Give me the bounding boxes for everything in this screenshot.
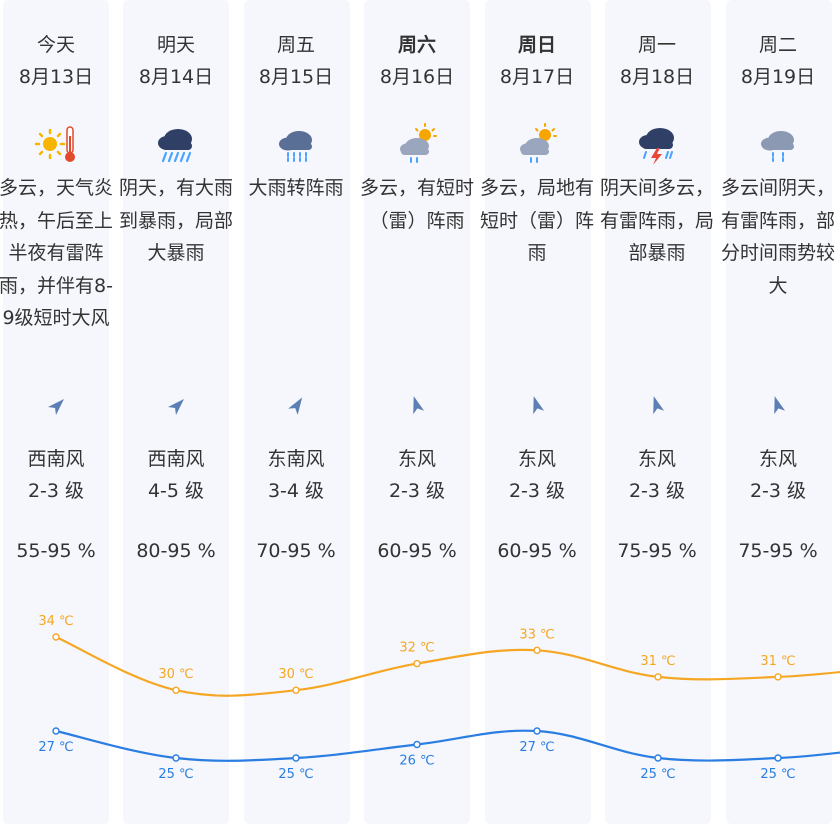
high-temp-label: 31 ℃ [640, 654, 675, 669]
humidity: 75-95 % [738, 540, 818, 562]
day-name: 明天 [156, 34, 195, 56]
day-forecast: 周日 8月17日 多云，局地有短时（雷）阵雨 东风 2-3 级 60-95 % [477, 0, 597, 600]
sunny-hot-icon [34, 122, 78, 166]
high-temp-point [292, 686, 300, 694]
wind-level: 2-3 级 [749, 480, 807, 502]
high-temp-point [533, 646, 541, 654]
low-temp-label: 26 ℃ [399, 754, 434, 769]
wind-direction-icon [526, 396, 548, 418]
humidity: 75-95 % [617, 540, 697, 562]
high-temp-label: 32 ℃ [399, 641, 434, 656]
low-temp-label: 25 ℃ [158, 767, 193, 782]
high-temp-point [52, 633, 60, 641]
low-temp-label: 25 ℃ [760, 767, 795, 782]
wind-direction-icon [285, 396, 307, 418]
wind-level: 2-3 级 [628, 480, 686, 502]
day-date: 8月15日 [258, 66, 334, 88]
temperature-chart: 34 ℃ 30 ℃ 30 ℃ 32 ℃ 33 ℃ 31 ℃ 31 ℃ 27 ℃ 25 ℃ 25 ℃… [38, 614, 840, 782]
cloudy-rain-icon [756, 122, 800, 166]
thunderstorm-icon [635, 122, 679, 166]
high-temp-line [55, 635, 840, 697]
partly-cloudy-rain-icon [395, 122, 439, 166]
wind-direction: 东风 [397, 448, 436, 470]
day-forecast: 周六 8月16日 多云，有短时（雷）阵雨 东风 2-3 级 60-95 % [357, 0, 477, 600]
day-date: 8月16日 [379, 66, 455, 88]
day-date: 8月19日 [740, 66, 816, 88]
day-column [364, 0, 470, 824]
weather-description: 多云间阴天，有雷阵雨，部分时间雨势较大 [721, 177, 836, 297]
weather-description: 多云，有短时（雷）阵雨 [360, 177, 475, 232]
wind-level: 4-5 级 [147, 480, 205, 502]
day-name: 今天 [36, 34, 75, 56]
day-date: 8月14日 [138, 66, 214, 88]
day-column [485, 0, 591, 824]
weather-description: 阴天间多云，有雷阵雨，局部暴雨 [600, 177, 715, 264]
shower-rain-icon [274, 122, 318, 166]
low-temp-point [172, 754, 180, 762]
low-temp-point [292, 754, 300, 762]
low-temp-point [533, 727, 541, 735]
high-temp-label: 31 ℃ [760, 654, 795, 669]
low-temp-label: 25 ℃ [278, 767, 313, 782]
wind-level: 2-3 级 [508, 480, 566, 502]
wind-direction-icon [45, 396, 67, 418]
low-temp-label: 25 ℃ [640, 767, 675, 782]
wind-direction: 西南风 [147, 448, 205, 470]
day-forecast: 周一 8月18日 阴天间多云，有雷阵雨，局部暴雨 东风 2-3 级 75-95 … [597, 0, 717, 600]
weather-description: 大雨转阵雨 [248, 177, 344, 199]
low-temp-point [52, 727, 60, 735]
high-temp-label: 30 ℃ [158, 667, 193, 682]
low-temp-point [774, 754, 782, 762]
wind-level: 2-3 级 [27, 480, 85, 502]
day-name: 周一 [637, 34, 676, 56]
wind-direction: 东风 [637, 448, 676, 470]
wind-level: 2-3 级 [388, 480, 446, 502]
day-date: 8月13日 [18, 66, 94, 88]
high-temp-label: 30 ℃ [278, 667, 313, 682]
day-name: 周二 [758, 34, 797, 56]
day-forecast: 明天 8月14日 阴天，有大雨到暴雨，局部大暴雨 西南风 4-5 级 80-95… [116, 0, 236, 600]
partly-cloudy-rain-icon [515, 122, 559, 166]
high-temp-point [172, 686, 180, 694]
wind-direction-icon [406, 396, 428, 418]
low-temp-point [413, 740, 421, 749]
day-forecast: 今天 8月13日 多云，天气炎热，午后至上半夜有雷阵雨，并伴有8-9级短时大风 … [0, 0, 116, 600]
humidity: 60-95 % [377, 540, 457, 562]
day-date: 8月18日 [619, 66, 695, 88]
low-temp-label: 27 ℃ [519, 740, 554, 755]
high-temp-label: 33 ℃ [519, 627, 554, 642]
humidity: 55-95 % [16, 540, 96, 562]
day-date: 8月17日 [499, 66, 575, 88]
low-temp-point [654, 754, 662, 762]
day-name: 周日 [517, 34, 556, 56]
day-forecast: 周二 8月19日 多云间阴天，有雷阵雨，部分时间雨势较大 东风 2-3 级 75… [718, 0, 838, 600]
high-temp-point [774, 673, 782, 681]
high-temp-point [413, 659, 421, 668]
high-temp-label: 34 ℃ [38, 614, 73, 629]
wind-direction-icon [646, 396, 668, 418]
weather-description: 多云，局地有短时（雷）阵雨 [480, 177, 595, 264]
wind-direction-icon [165, 396, 187, 418]
humidity: 80-95 % [136, 540, 216, 562]
wind-direction-icon [767, 396, 789, 418]
weather-description: 阴天，有大雨到暴雨，局部大暴雨 [119, 177, 234, 264]
wind-direction: 东南风 [267, 448, 325, 470]
wind-level: 3-4 级 [267, 480, 325, 502]
high-temp-point [654, 673, 662, 681]
wind-direction: 西南风 [27, 448, 85, 470]
wind-direction: 东风 [517, 448, 556, 470]
day-forecast: 周五 8月15日 大雨转阵雨 东南风 3-4 级 70-95 % [236, 0, 356, 600]
humidity: 60-95 % [497, 540, 577, 562]
day-name: 周五 [276, 34, 315, 56]
wind-direction: 东风 [758, 448, 797, 470]
day-name: 周六 [397, 34, 436, 56]
heavy-rain-icon [154, 122, 198, 166]
low-temp-line [55, 729, 840, 762]
humidity: 70-95 % [256, 540, 336, 562]
low-temp-label: 27 ℃ [38, 740, 73, 755]
weather-description: 多云，天气炎热，午后至上半夜有雷阵雨，并伴有8-9级短时大风 [0, 177, 114, 329]
